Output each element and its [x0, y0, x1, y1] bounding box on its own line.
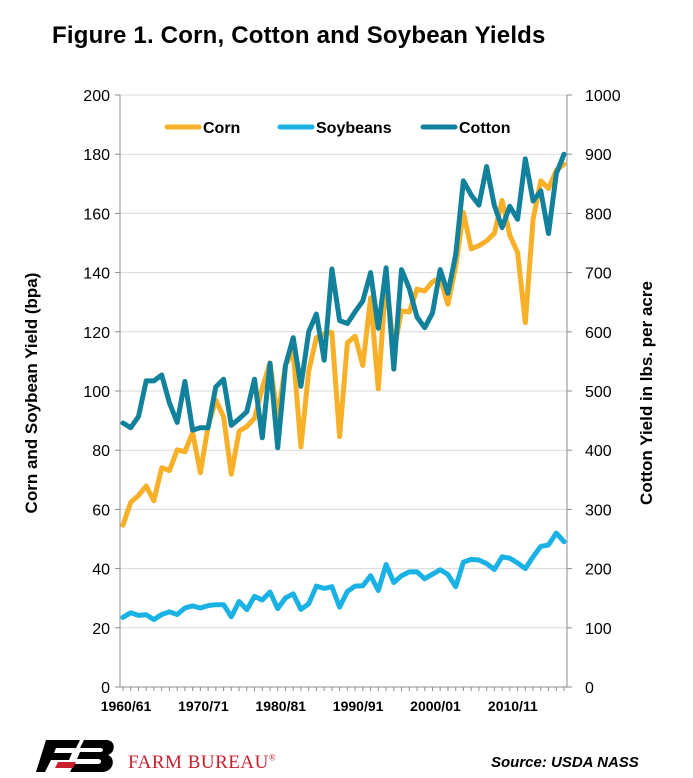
- series-line-cotton: [120, 151, 567, 451]
- x-tick-label: 1980/81: [255, 698, 306, 714]
- left-axis-ticks: 0 20 40 60 80 100 120 140 160 180 200: [83, 88, 120, 697]
- right-tick-label: 600: [585, 325, 612, 342]
- left-tick-label: 100: [83, 384, 110, 401]
- left-tick-label: 20: [92, 621, 110, 638]
- right-tick-label: 200: [585, 562, 612, 579]
- right-tick-label: 300: [585, 502, 612, 519]
- left-tick-label: 80: [92, 443, 110, 460]
- series-lines: [120, 151, 567, 622]
- x-tick-label: 1990/91: [333, 698, 384, 714]
- source-note: Source: USDA NASS: [491, 754, 639, 771]
- legend: Corn Soybeans Cotton: [164, 120, 511, 137]
- left-tick-label: 40: [92, 562, 110, 579]
- right-axis-label: Cotton Yield in lbs. per acre: [637, 281, 656, 505]
- left-tick-label: 180: [83, 147, 110, 164]
- farm-bureau-logo-icon: [36, 740, 114, 772]
- x-tick-label: 2000/01: [410, 698, 461, 714]
- right-tick-label: 800: [585, 206, 612, 223]
- right-tick-label: 0: [585, 680, 594, 697]
- legend-label-soybeans: Soybeans: [316, 120, 392, 137]
- chart-title: Figure 1. Corn, Cotton and Soybean Yield…: [52, 22, 546, 49]
- right-tick-label: 1000: [585, 88, 621, 105]
- legend-label-cotton: Cotton: [459, 120, 511, 137]
- logo-registered-mark: ®: [268, 752, 277, 763]
- left-tick-label: 160: [83, 206, 110, 223]
- right-axis-ticks: 0 100 200 300 400 500 600 700 800 900 1000: [567, 88, 621, 697]
- left-tick-label: 0: [101, 680, 110, 697]
- x-tick-label: 2010/11: [488, 698, 538, 714]
- logo-text: FARM BUREAU®: [128, 752, 276, 774]
- right-tick-label: 500: [585, 384, 612, 401]
- x-axis-ticks: 1960/61 1970/71 1980/81 1990/91 2000/01 2010/…: [101, 687, 565, 714]
- left-tick-label: 200: [83, 88, 110, 105]
- legend-label-corn: Corn: [203, 120, 240, 137]
- series-line-soybeans: [120, 530, 567, 622]
- left-tick-label: 120: [83, 325, 110, 342]
- right-tick-label: 100: [585, 621, 612, 638]
- right-tick-label: 700: [585, 266, 612, 283]
- series-line-corn: [120, 161, 567, 528]
- left-tick-label: 60: [92, 502, 110, 519]
- left-axis-label: Corn and Soybean Yield (bpa): [22, 273, 41, 514]
- right-tick-label: 400: [585, 443, 612, 460]
- logo-name: FARM BUREAU: [128, 752, 269, 773]
- x-tick-label: 1970/71: [178, 698, 229, 714]
- x-tick-label: 1960/61: [101, 698, 152, 714]
- right-tick-label: 900: [585, 147, 612, 164]
- gridlines: [120, 94, 567, 629]
- left-tick-label: 140: [83, 266, 110, 283]
